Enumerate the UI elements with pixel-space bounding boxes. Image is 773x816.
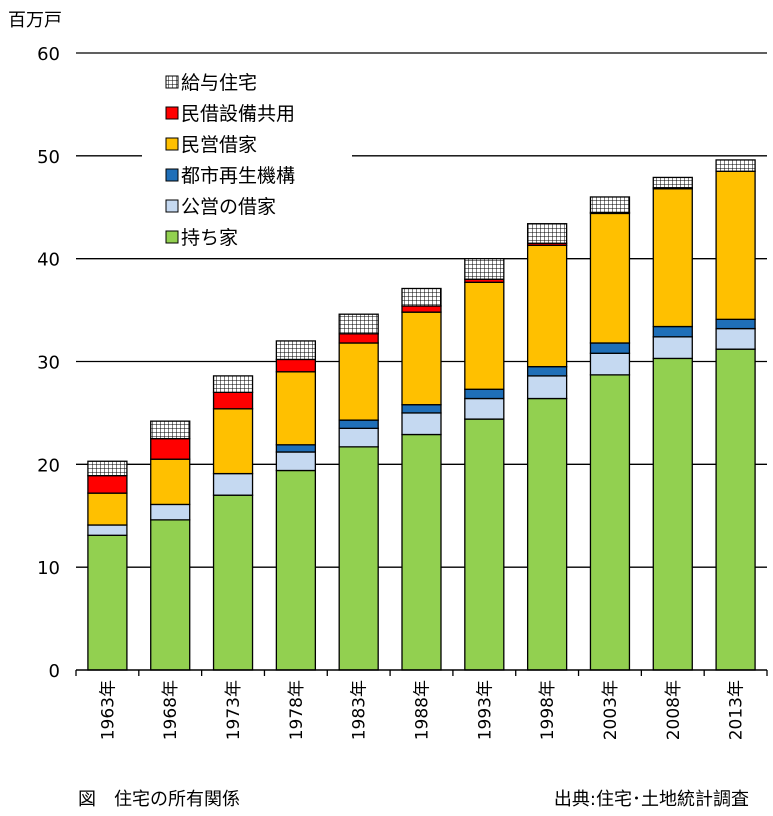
legend-swatch-1 [165, 106, 179, 120]
bar-segment-9-0 [652, 357, 693, 671]
bar-segment-5-0 [401, 433, 442, 671]
bar-segment-10-3 [715, 170, 756, 320]
bar-segment-8-1 [589, 352, 631, 376]
legend-swatch-4 [165, 199, 179, 213]
x-tick-label-9: 2008年 [664, 680, 684, 740]
legend-swatch-5 [165, 230, 179, 244]
bar-segment-4-2 [338, 419, 379, 429]
bar-segment-0-5 [87, 460, 128, 477]
bar-segment-2-1 [212, 472, 254, 496]
stacked-bar-chart: 0 10 20 30 40 50 60 1963年 1968年 1973年 1978年 1983年 19… [37, 44, 768, 740]
bar-segment-1-5 [150, 420, 191, 440]
bar-segment-2-0 [212, 494, 254, 671]
y-tick-label-0: 0 [49, 661, 60, 682]
bar-segment-4-5 [338, 313, 379, 335]
bar-segment-2-5 [212, 375, 254, 394]
bar-segment-8-5 [589, 196, 631, 214]
legend-background [142, 62, 352, 252]
bar-segment-6-5 [464, 258, 505, 280]
bar-segment-9-5 [652, 176, 693, 189]
x-tick-label-0: 1963年 [98, 680, 118, 740]
legend-swatch-0 [165, 75, 179, 89]
bar-segment-1-4 [150, 437, 191, 460]
y-tick-label-50: 50 [37, 147, 60, 168]
bar-segment-8-3 [589, 212, 631, 344]
bar-segment-7-1 [526, 375, 568, 400]
x-tick-label-5: 1988年 [413, 680, 433, 740]
legend-label-2: 民営借家 [181, 134, 257, 156]
bar-segment-3-0 [275, 469, 317, 671]
bar-segment-5-4 [401, 305, 442, 313]
x-tick-label-6: 1993年 [475, 680, 495, 740]
bar-segment-7-5 [526, 223, 568, 244]
bar-segment-10-2 [715, 318, 756, 330]
y-tick-label-10: 10 [37, 558, 60, 579]
bar-segment-10-0 [715, 348, 756, 671]
bar-segment-5-3 [401, 311, 442, 406]
bar-segment-9-1 [652, 336, 693, 360]
y-axis-unit-label: 百万戸 [8, 10, 62, 31]
legend-swatch-2 [165, 137, 179, 151]
y-tick-label-60: 60 [37, 44, 60, 65]
x-tick-label-3: 1978年 [287, 680, 307, 740]
bar-segment-7-2 [526, 365, 568, 377]
bar-segment-4-4 [338, 333, 379, 344]
legend-label-4: 公営の借家 [181, 196, 276, 218]
bar-segment-3-4 [275, 358, 317, 373]
bar-segment-2-3 [212, 408, 254, 475]
x-tick-label-1: 1968年 [161, 680, 181, 740]
bar-segment-0-4 [87, 474, 128, 494]
legend-label-1: 民借設備共用 [181, 103, 295, 125]
bar-segment-7-3 [526, 244, 568, 368]
y-tick-label-40: 40 [37, 250, 60, 271]
legend-label-3: 都市再生機構 [181, 165, 295, 187]
bar-segment-6-0 [464, 418, 505, 671]
bar-segment-0-1 [87, 524, 128, 536]
bar-segment-0-0 [87, 534, 128, 671]
bar-segment-6-2 [464, 388, 505, 400]
legend-swatch-3 [165, 168, 179, 182]
bar-segment-8-0 [589, 374, 631, 671]
bar-segment-9-3 [652, 188, 693, 328]
source-caption: 出典:住宅･土地統計調査 [553, 789, 749, 810]
x-tick-label-2: 1973年 [224, 680, 244, 740]
bar-segment-3-2 [275, 444, 317, 453]
bar-segment-1-0 [150, 519, 191, 671]
bar-segment-3-1 [275, 451, 317, 472]
bar-segment-10-1 [715, 327, 756, 350]
bar-segment-1-3 [150, 458, 191, 506]
bar-segment-5-1 [401, 412, 442, 436]
bar-segment-5-2 [401, 404, 442, 414]
legend-label-5: 持ち家 [181, 227, 238, 249]
x-tick-label-7: 1998年 [538, 680, 558, 740]
bar-segment-6-1 [464, 397, 505, 420]
legend-label-0: 給与住宅 [181, 72, 257, 94]
bar-segment-4-0 [338, 446, 379, 671]
x-tick-label-8: 2003年 [601, 680, 621, 740]
y-tick-label-20: 20 [37, 455, 60, 476]
bar-segment-0-3 [87, 492, 128, 526]
bar-segment-3-3 [275, 371, 317, 446]
bar-segment-5-5 [401, 287, 442, 307]
bar-segment-4-1 [338, 427, 379, 448]
x-tick-label-4: 1983年 [350, 680, 370, 740]
bar-segment-1-1 [150, 503, 191, 521]
bar-segment-4-3 [338, 342, 379, 421]
bar-segment-7-0 [526, 397, 568, 671]
figure-caption: 図 住宅の所有関係 [78, 789, 240, 810]
x-tick-label-10: 2013年 [727, 680, 747, 740]
bar-segment-10-5 [715, 159, 756, 172]
bar-segment-2-4 [212, 391, 254, 410]
bar-segment-3-5 [275, 340, 317, 361]
bar-segment-6-3 [464, 281, 505, 390]
bar-segment-8-2 [589, 342, 631, 354]
bar-segment-9-2 [652, 325, 693, 338]
y-tick-label-30: 30 [37, 353, 60, 374]
